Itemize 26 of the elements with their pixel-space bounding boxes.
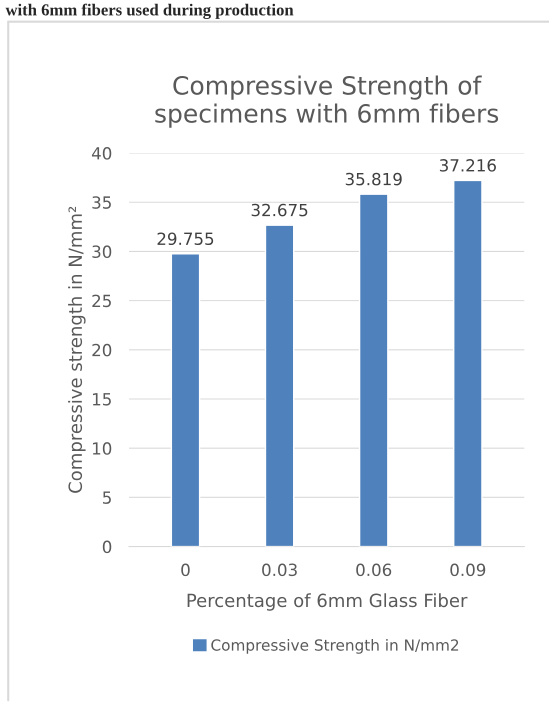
y-tick-label: 35 [92, 196, 111, 209]
y-tick-label: 40 [92, 147, 112, 160]
x-tick-label: 0.09 [450, 564, 486, 576]
x-tick-label: 0.06 [356, 564, 392, 576]
y-tick-label: 10 [92, 442, 112, 455]
x-axis-title: Percentage of 6mm Glass Fiber [188, 593, 468, 611]
data-label: 37.216 [440, 159, 496, 172]
x-tick-label: 0.03 [262, 564, 297, 576]
bar [264, 224, 294, 547]
data-label: 29.755 [158, 232, 214, 246]
data-label: 35.819 [346, 172, 402, 186]
x-tick-label: 0 [181, 564, 190, 576]
bar [453, 180, 483, 547]
y-tick-label: 30 [92, 245, 112, 258]
legend-label: Compressive Strength in N/mm2 [211, 639, 458, 654]
y-tick-label: 15 [92, 393, 111, 406]
bar [170, 253, 200, 547]
data-label: 32.675 [252, 204, 308, 216]
chart-title: Compressive Strength of specimens with 6mm fibers [155, 76, 498, 128]
y-tick-label: 0 [102, 540, 112, 554]
y-tick-label: 20 [92, 344, 112, 356]
text: with 6mm fibers used during production [6, 4, 294, 20]
bar [358, 194, 389, 547]
y-axis-title: Compressive strength in N/mm² [68, 206, 86, 493]
y-tick-label: 25 [92, 294, 111, 308]
y-tick-label: 5 [103, 492, 111, 504]
